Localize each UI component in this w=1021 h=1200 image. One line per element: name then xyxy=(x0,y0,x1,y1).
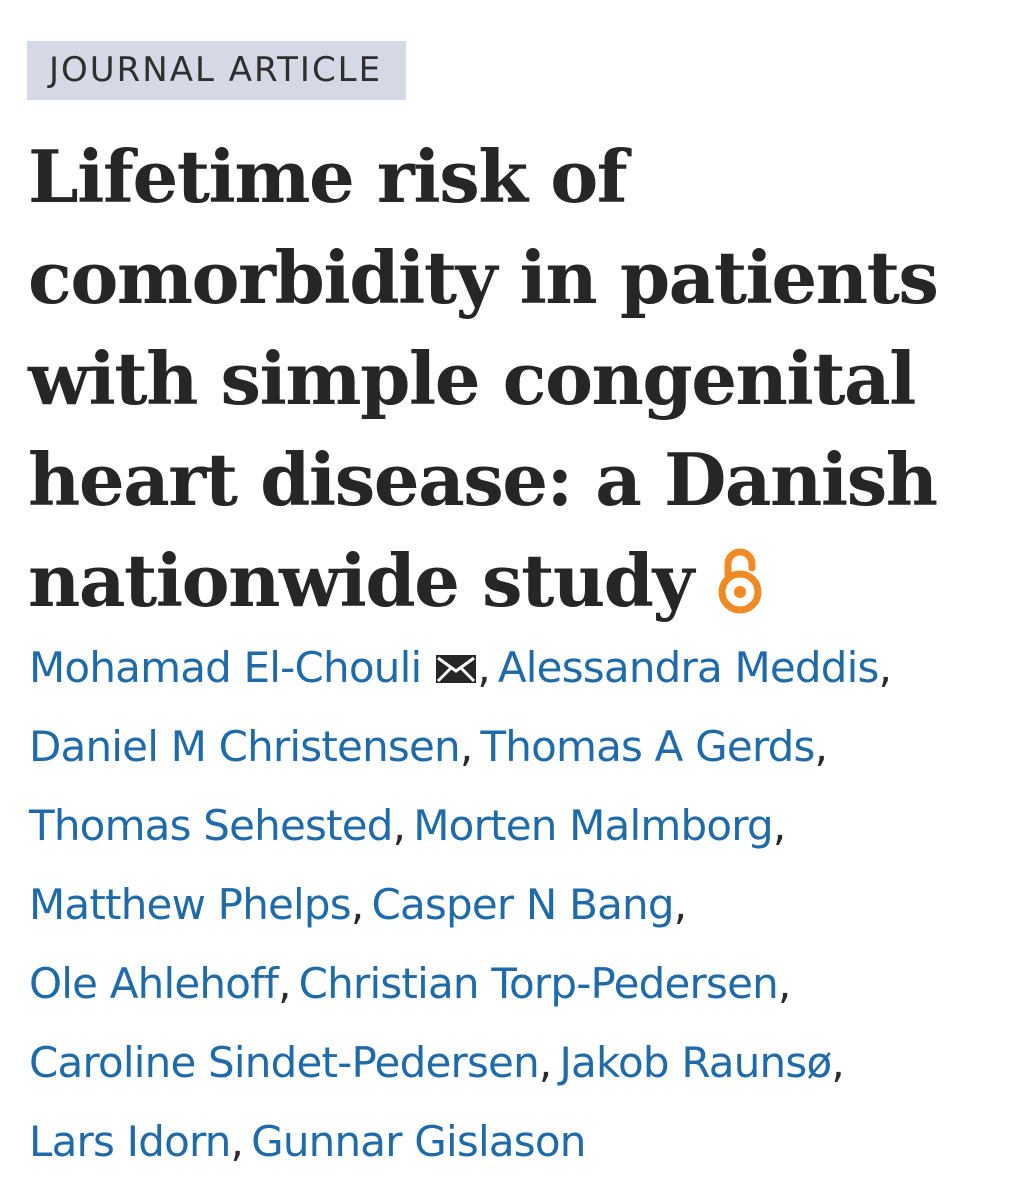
author-separator: , xyxy=(777,959,791,1008)
author-separator: , xyxy=(772,801,786,850)
author-link[interactable]: Thomas A Gerds xyxy=(480,722,815,771)
author-separator: , xyxy=(350,880,364,929)
author-row: Matthew Phelps, Casper N Bang, xyxy=(29,865,1009,944)
author-separator: , xyxy=(673,880,687,929)
author-list: Mohamad El-Chouli, Alessandra Meddis, Dan… xyxy=(29,628,1009,1181)
author-link[interactable]: Lars Idorn xyxy=(29,1117,231,1166)
author-link[interactable]: Morten Malmborg xyxy=(413,801,773,850)
author-separator: , xyxy=(878,643,892,692)
article-title-line: heart disease: a Danish xyxy=(28,437,938,522)
author-separator: , xyxy=(814,722,828,771)
open-access-icon xyxy=(715,540,765,614)
author-link[interactable]: Jakob Raunsø xyxy=(559,1038,832,1087)
article-title-line: Lifetime risk of xyxy=(28,134,628,219)
author-separator: , xyxy=(392,801,406,850)
article-title: Lifetime risk of comorbidity in patients… xyxy=(28,126,988,631)
author-separator: , xyxy=(230,1117,244,1166)
author-link[interactable]: Gunnar Gislason xyxy=(251,1117,586,1166)
author-link[interactable]: Ole Ahlehoff xyxy=(29,959,279,1008)
author-separator: , xyxy=(278,959,291,1008)
author-link[interactable]: Casper N Bang xyxy=(371,880,674,929)
author-separator: , xyxy=(538,1038,552,1087)
author-row: Mohamad El-Chouli, Alessandra Meddis, xyxy=(29,628,1009,707)
article-title-line: with simple congenital xyxy=(28,336,916,421)
article-title-line-last: nationwide study xyxy=(28,530,988,631)
author-link[interactable]: Caroline Sindet-Pedersen xyxy=(29,1038,540,1087)
author-separator: , xyxy=(459,722,473,771)
author-link[interactable]: Matthew Phelps xyxy=(29,880,352,929)
author-link[interactable]: Mohamad El-Chouli xyxy=(29,643,422,692)
article-title-line: nationwide study xyxy=(28,538,694,623)
article-type-badge: JOURNAL ARTICLE xyxy=(27,41,407,100)
author-link[interactable]: Alessandra Meddis xyxy=(497,643,880,692)
author-separator: , xyxy=(477,643,490,692)
article-title-line: comorbidity in patients xyxy=(28,235,939,320)
author-row: Daniel M Christensen, Thomas A Gerds, xyxy=(29,707,1009,786)
author-link[interactable]: Christian Torp-Pedersen xyxy=(298,959,779,1008)
author-row: Caroline Sindet-Pedersen, Jakob Raunsø, xyxy=(29,1023,1009,1102)
envelope-icon[interactable] xyxy=(435,630,477,683)
author-link[interactable]: Daniel M Christensen xyxy=(29,722,461,771)
author-link[interactable]: Thomas Sehested xyxy=(29,801,393,850)
author-row: Ole Ahlehoff, Christian Torp-Pedersen, xyxy=(29,944,1009,1023)
author-row: Thomas Sehested, Morten Malmborg, xyxy=(29,786,1009,865)
author-separator: , xyxy=(831,1038,844,1087)
author-row: Lars Idorn, Gunnar Gislason xyxy=(29,1102,1009,1181)
